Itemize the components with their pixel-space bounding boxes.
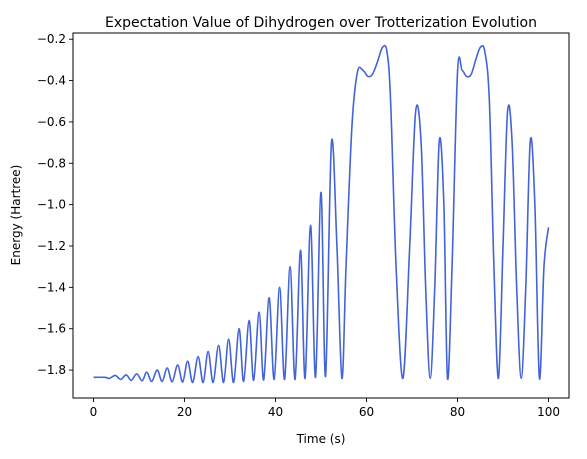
x-tick-label: 40 (268, 405, 283, 419)
y-tick-label: −0.6 (37, 115, 66, 129)
x-axis-title: Time (s) (296, 432, 346, 446)
y-tick-label: −1.0 (37, 198, 66, 212)
axes-frame (72, 32, 570, 399)
y-ticks: −1.8 −1.6 −1.4 −1.2 −1.0 −0.8 −0.6 −0.4 −0.2 (37, 32, 73, 377)
y-axis-title: Energy (Hartree) (9, 165, 23, 266)
x-tick-label: 60 (359, 405, 374, 419)
x-tick-label: 20 (177, 405, 192, 419)
data-line (93, 44, 550, 384)
y-tick-label: −1.8 (37, 363, 66, 377)
y-tick-label: −1.2 (37, 239, 66, 253)
y-tick-label: −1.4 (37, 280, 66, 294)
y-tick-label: −0.8 (37, 156, 66, 170)
plot-area (72, 32, 570, 399)
x-tick-label: 100 (537, 405, 560, 419)
x-tick-label: 80 (450, 405, 465, 419)
chart-title: Expectation Value of Dihydrogen over Tro… (105, 15, 537, 31)
y-tick-label: −0.4 (37, 74, 66, 88)
x-tick-label: 0 (90, 405, 98, 419)
y-tick-label: −0.2 (37, 32, 66, 46)
x-ticks: 0 20 40 60 80 100 (90, 398, 560, 419)
y-tick-label: −1.6 (37, 322, 66, 336)
